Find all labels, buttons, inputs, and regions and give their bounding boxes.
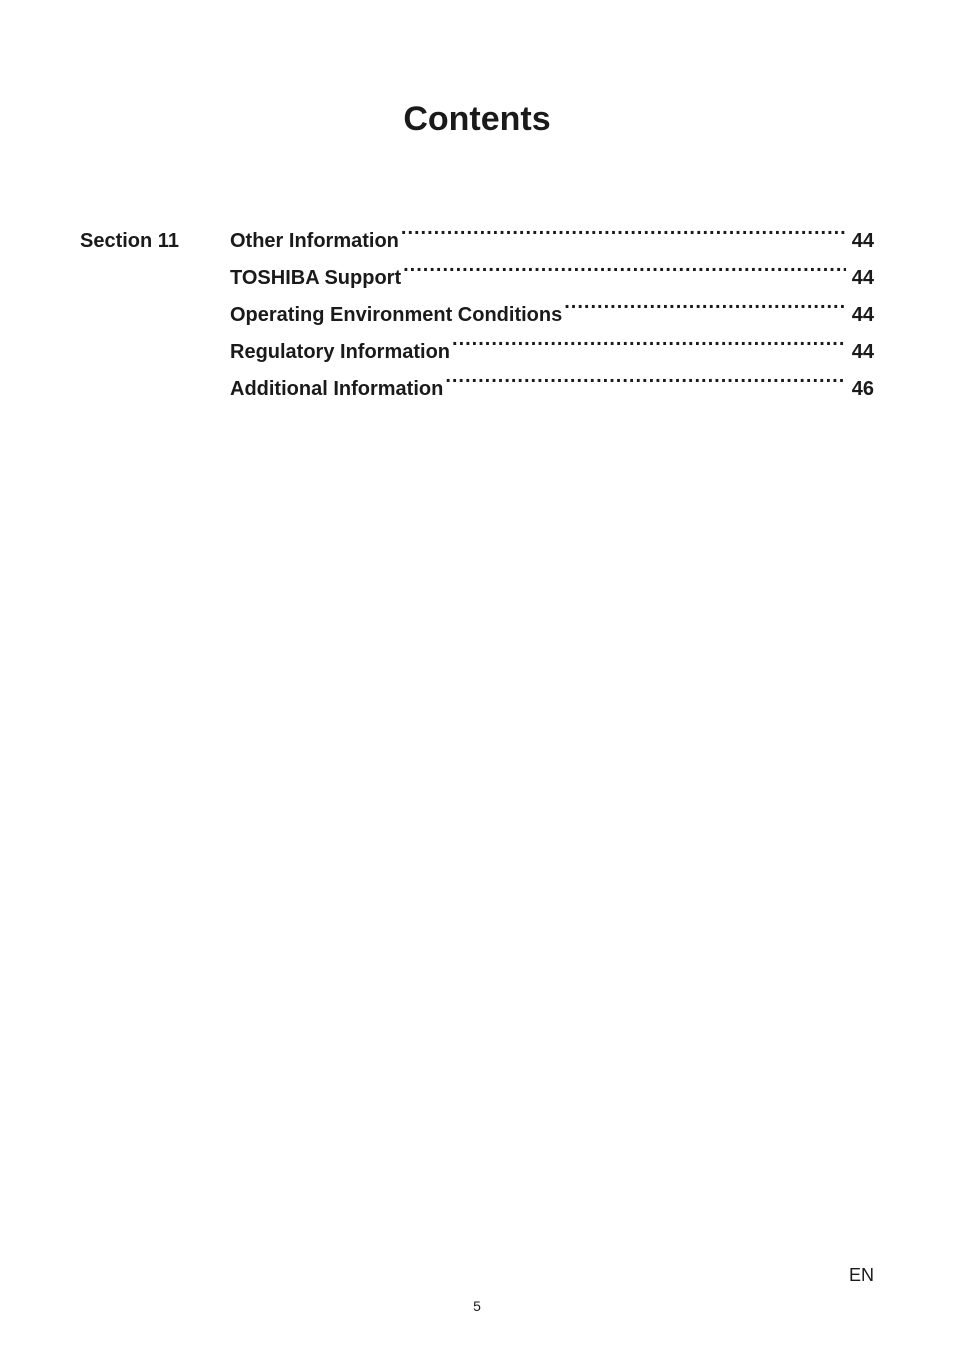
section-label: Section 11 bbox=[80, 223, 230, 260]
toc-entry-page: 44 bbox=[848, 260, 874, 297]
toc-entry-text: Regulatory Information bbox=[230, 334, 450, 371]
dot-leader bbox=[401, 223, 846, 247]
dot-leader bbox=[452, 334, 846, 358]
section-heading-page: 44 bbox=[848, 223, 874, 260]
toc-section-heading-row: Section 11 Other Information 44 bbox=[80, 223, 874, 260]
page-title: Contents bbox=[80, 100, 874, 139]
table-of-contents: Section 11 Other Information 44 TOSHIBA … bbox=[80, 223, 874, 408]
dot-leader bbox=[403, 260, 846, 284]
dot-leader bbox=[445, 371, 845, 395]
toc-entry-page: 44 bbox=[848, 334, 874, 371]
toc-entry-row: TOSHIBA Support 44 bbox=[80, 260, 874, 297]
page-container: Contents Section 11 Other Information 44… bbox=[0, 0, 954, 1350]
dot-leader bbox=[564, 297, 846, 321]
toc-entry-text: Additional Information bbox=[230, 371, 443, 408]
section-heading-text: Other Information bbox=[230, 223, 399, 260]
footer-page-number: 5 bbox=[0, 1298, 954, 1314]
toc-entry-text: Operating Environment Conditions bbox=[230, 297, 562, 334]
footer-language: EN bbox=[849, 1265, 874, 1286]
toc-entry-row: Regulatory Information 44 bbox=[80, 334, 874, 371]
toc-entry-row: Operating Environment Conditions 44 bbox=[80, 297, 874, 334]
toc-entry-row: Additional Information 46 bbox=[80, 371, 874, 408]
toc-entry-text: TOSHIBA Support bbox=[230, 260, 401, 297]
toc-entry-page: 46 bbox=[848, 371, 874, 408]
toc-entry-page: 44 bbox=[848, 297, 874, 334]
